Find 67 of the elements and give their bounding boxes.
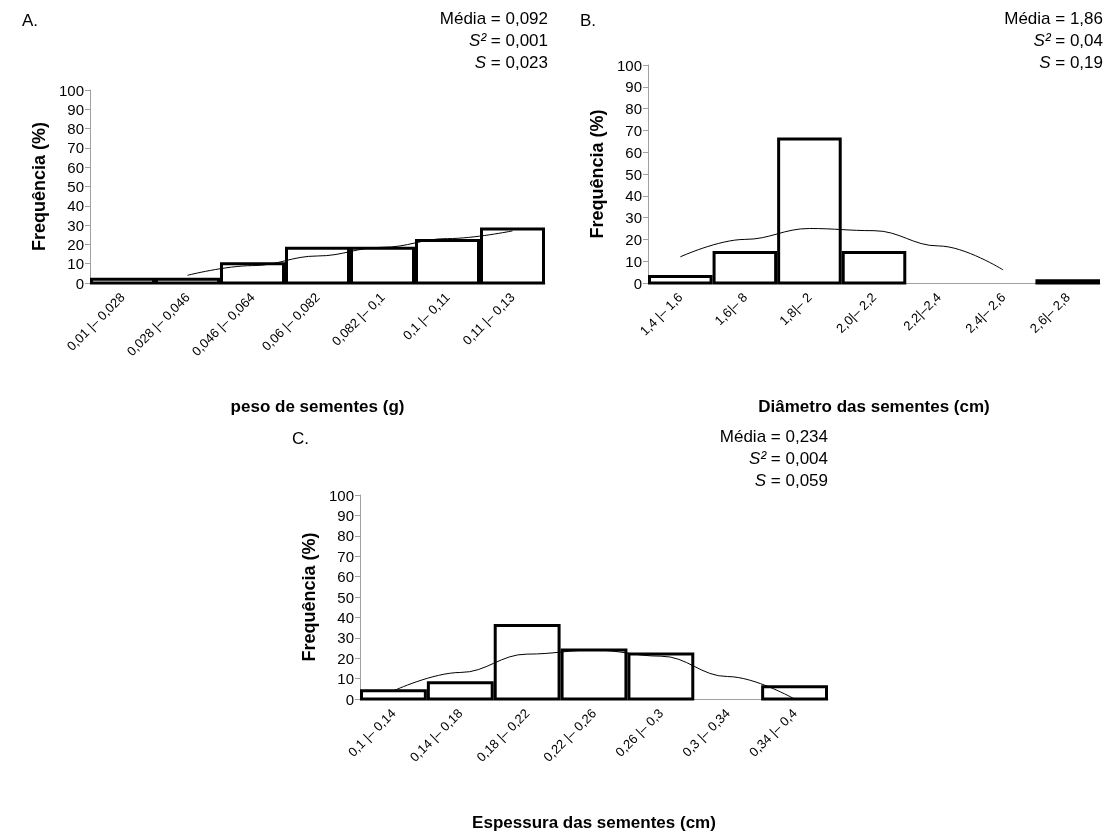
y-tick-label: 0 — [345, 690, 354, 708]
text: S² = 0,001 — [469, 31, 549, 50]
y-tick-label: 60 — [625, 143, 642, 161]
y-tick-label: 90 — [67, 100, 84, 118]
x-tick-label: 1,6|– 8 — [711, 289, 751, 329]
chart-title: A. — [22, 11, 39, 30]
y-axis-title: Frequência (%) — [299, 532, 320, 662]
y-tick-label: 70 — [625, 121, 642, 139]
x-tick-label: 0,1 |– 0,14 — [344, 705, 399, 760]
y-tick-label: 10 — [625, 252, 642, 270]
text: Média = 0,092 — [439, 9, 548, 28]
chart-title: B. — [580, 11, 597, 30]
y-tick-label: 70 — [337, 547, 354, 565]
x-tick-label: 1,4 |– 1,6 — [636, 289, 686, 339]
y-tick-label: 70 — [67, 139, 84, 157]
text: Média = 1,86 — [1004, 9, 1103, 28]
y-tick-label: 60 — [67, 158, 84, 176]
y-axis-title: Frequência (%) — [587, 109, 608, 239]
x-axis-title: Espessura das sementes (cm) — [472, 813, 716, 832]
y-tick-label: 100 — [58, 81, 84, 99]
y-tick-label: 20 — [625, 230, 642, 248]
text: S = 0,023 — [474, 53, 549, 72]
x-tick-label: 0,22 |– 0,26 — [540, 705, 600, 765]
y-tick-label: 100 — [328, 486, 354, 504]
x-tick-label: 2,6|– 2,8 — [1026, 289, 1074, 336]
text: Média = 0,234 — [719, 427, 828, 446]
y-tick-label: 50 — [337, 588, 354, 606]
y-tick-label: 10 — [337, 670, 354, 688]
y-tick-label: 80 — [337, 527, 354, 545]
y-tick-label: 30 — [67, 216, 84, 234]
x-tick-label: 0,3 |– 0,34 — [679, 705, 734, 760]
y-tick-label: 80 — [67, 120, 84, 138]
y-tick-label: 30 — [625, 209, 642, 227]
text: S² = 0,04 — [1033, 31, 1104, 50]
y-tick-label: 30 — [337, 629, 354, 647]
x-tick-label: 0,18 |– 0,22 — [473, 705, 533, 765]
x-tick-label: 2,0|– 2,2 — [833, 289, 880, 336]
bar — [1035, 279, 1100, 285]
y-tick-label: 40 — [337, 608, 354, 626]
y-tick-label: 40 — [625, 187, 642, 205]
annotation: S = 0,19 — [1039, 53, 1104, 72]
y-tick-label: 0 — [75, 274, 84, 292]
y-tick-label: 0 — [633, 274, 642, 292]
y-tick-label: 80 — [625, 100, 642, 118]
y-tick-label: 20 — [67, 235, 84, 253]
x-tick-label: 0,26 |– 0,3 — [612, 705, 667, 760]
y-tick-label: 100 — [616, 56, 642, 74]
y-tick-label: 40 — [67, 197, 84, 215]
y-tick-label: 50 — [67, 178, 84, 195]
chart-title: C. — [292, 429, 309, 448]
text: S = 0,059 — [754, 471, 829, 490]
y-tick-label: 50 — [625, 165, 642, 183]
text: S² = 0,004 — [749, 449, 829, 468]
x-tick-label: 0,14 |– 0,18 — [406, 705, 466, 765]
y-tick-label: 90 — [337, 506, 354, 524]
y-tick-label: 20 — [337, 649, 354, 667]
x-tick-label: 0,11 |– 0,13 — [459, 289, 518, 348]
y-tick-label: 60 — [337, 568, 354, 586]
x-tick-label: 1,8|– 2 — [776, 289, 815, 329]
x-axis-title: peso de sementes (g) — [230, 397, 405, 416]
x-tick-label: 0,34 |– 0,4 — [746, 705, 800, 760]
y-tick-label: 10 — [67, 255, 84, 273]
y-tick-label: 90 — [625, 78, 642, 96]
x-tick-label: 2,4|– 2,6 — [962, 289, 1009, 336]
x-tick-label: 0,1 |– 0,11 — [399, 289, 453, 343]
y-axis-title: Frequência (%) — [29, 121, 50, 252]
x-axis-title: Diâmetro das sementes (cm) — [758, 397, 990, 416]
